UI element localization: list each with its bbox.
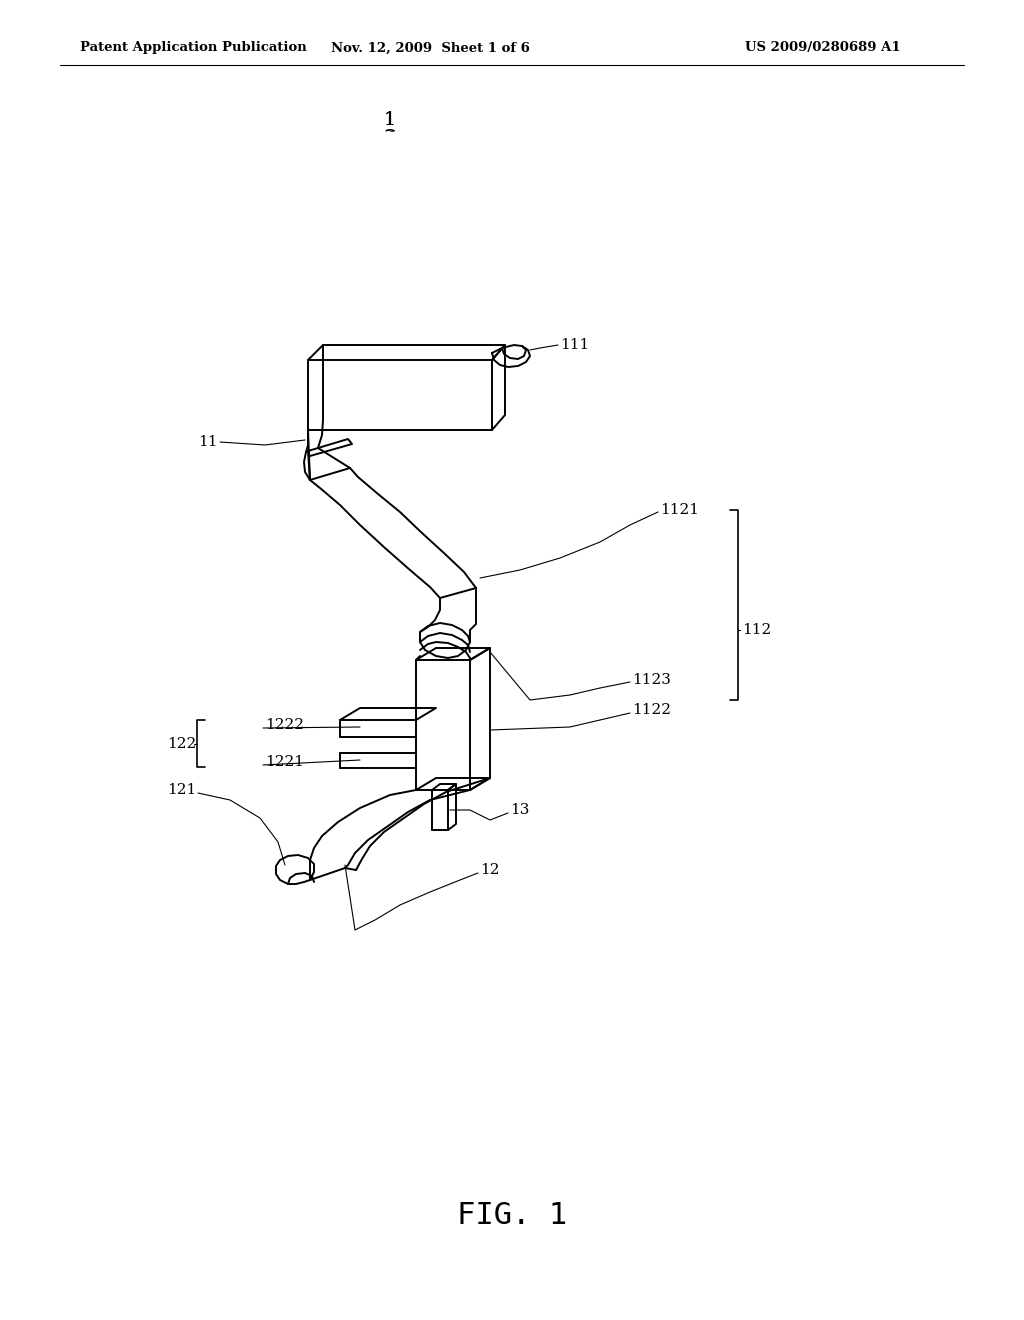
- Text: 1: 1: [384, 111, 395, 129]
- Text: 1121: 1121: [660, 503, 699, 517]
- Text: Nov. 12, 2009  Sheet 1 of 6: Nov. 12, 2009 Sheet 1 of 6: [331, 41, 529, 54]
- Text: 1222: 1222: [265, 718, 304, 733]
- Text: 11: 11: [199, 436, 218, 449]
- Text: 13: 13: [510, 803, 529, 817]
- Text: 111: 111: [560, 338, 589, 352]
- Text: 1221: 1221: [265, 755, 304, 770]
- Text: Patent Application Publication: Patent Application Publication: [80, 41, 307, 54]
- Text: 122: 122: [167, 737, 196, 751]
- Text: 12: 12: [480, 863, 500, 876]
- Text: 1123: 1123: [632, 673, 671, 686]
- Text: 121: 121: [167, 783, 196, 797]
- Text: 1: 1: [384, 111, 396, 129]
- Text: FIG. 1: FIG. 1: [457, 1200, 567, 1229]
- Text: ~: ~: [384, 125, 396, 139]
- Text: US 2009/0280689 A1: US 2009/0280689 A1: [745, 41, 901, 54]
- Text: 112: 112: [742, 623, 771, 638]
- Text: 1122: 1122: [632, 704, 671, 717]
